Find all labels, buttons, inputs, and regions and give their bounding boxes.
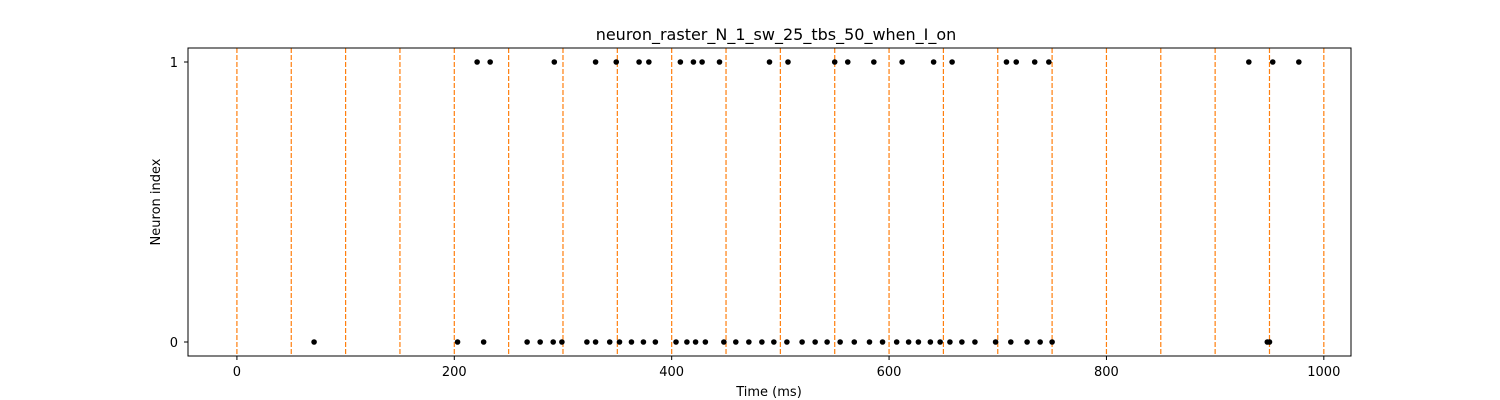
spike-point <box>1024 339 1030 345</box>
spike-point <box>616 339 623 345</box>
spike-point <box>771 339 777 345</box>
spike-point <box>1003 59 1010 65</box>
x-tick-label: 800 <box>1094 365 1119 380</box>
spike-point <box>905 339 912 345</box>
x-tick-label: 600 <box>877 365 902 380</box>
spike-point <box>927 339 934 345</box>
spike-point <box>640 339 647 345</box>
spike-point <box>937 339 943 345</box>
spike-point <box>746 339 752 345</box>
spike-point <box>690 59 697 65</box>
spike-point <box>646 59 652 65</box>
spike-point <box>692 339 699 345</box>
spike-point <box>677 59 684 65</box>
spike-point <box>524 339 530 345</box>
spike-point <box>480 339 487 345</box>
y-axis-label: Neuron index <box>149 158 164 245</box>
spike-point <box>879 339 886 345</box>
spike-point <box>592 339 599 345</box>
spike-point <box>1013 59 1020 65</box>
x-tick-label: 400 <box>659 365 684 380</box>
spike-point <box>652 339 659 345</box>
spike-point <box>702 339 709 345</box>
spike-point <box>784 339 790 345</box>
spike-point <box>673 339 679 345</box>
points-layer <box>311 59 1302 345</box>
spike-point <box>824 339 830 345</box>
spike-point <box>947 339 953 345</box>
spike-point <box>559 339 565 345</box>
spike-point <box>871 59 877 65</box>
spike-point <box>699 59 705 65</box>
spike-point <box>1246 59 1252 65</box>
spike-point <box>785 59 791 65</box>
x-tick-label: 200 <box>442 365 467 380</box>
spike-point <box>799 339 805 345</box>
spike-point <box>759 339 765 345</box>
spike-point <box>311 339 317 345</box>
x-tick-label: 1000 <box>1307 365 1340 380</box>
spike-point <box>766 59 773 65</box>
y-tick-label: 1 <box>170 56 178 71</box>
spike-point <box>899 59 905 65</box>
spike-point <box>721 339 727 345</box>
spike-point <box>733 339 739 345</box>
spike-point <box>1269 59 1276 65</box>
spike-point <box>551 59 558 65</box>
spike-point <box>584 339 590 345</box>
x-axis-ticks: 0 200 400 600 800 1000 <box>233 356 1340 380</box>
spike-point <box>831 59 838 65</box>
x-tick-label: 0 <box>233 365 241 380</box>
spike-point <box>812 339 818 345</box>
spike-point <box>1046 59 1052 65</box>
spike-point <box>474 59 480 65</box>
spike-point <box>454 339 461 345</box>
spike-point <box>1007 339 1014 345</box>
spike-point <box>972 339 978 345</box>
spike-point <box>537 339 543 345</box>
spike-point <box>837 339 843 345</box>
spike-point <box>959 339 965 345</box>
spike-point <box>613 59 620 65</box>
spike-point <box>636 59 642 65</box>
plot-frame <box>187 47 1352 357</box>
spike-point <box>606 339 613 345</box>
spike-point <box>949 59 955 65</box>
spike-point <box>851 339 858 345</box>
spike-point <box>893 339 900 345</box>
spike-point <box>487 59 493 65</box>
chart-title: neuron_raster_N_1_sw_25_tbs_50_when_I_on <box>596 25 957 45</box>
spike-point <box>930 59 937 65</box>
spike-point <box>915 339 922 345</box>
spike-point <box>628 339 635 345</box>
spike-point <box>592 59 599 65</box>
spike-point <box>1049 339 1055 345</box>
spike-point <box>716 59 723 65</box>
spike-point <box>1296 59 1302 65</box>
x-axis-label: Time (ms) <box>735 385 802 400</box>
y-axis-ticks: 01 <box>170 56 188 351</box>
y-tick-label: 0 <box>170 336 178 351</box>
spike-point <box>1266 339 1273 345</box>
spike-point <box>866 339 873 345</box>
vlines-layer <box>236 48 1325 356</box>
spike-point <box>684 339 690 345</box>
spike-point <box>1031 59 1038 65</box>
spike-point <box>992 339 999 345</box>
spike-point <box>1037 339 1043 345</box>
spike-point <box>550 339 557 345</box>
spike-point <box>844 59 851 65</box>
